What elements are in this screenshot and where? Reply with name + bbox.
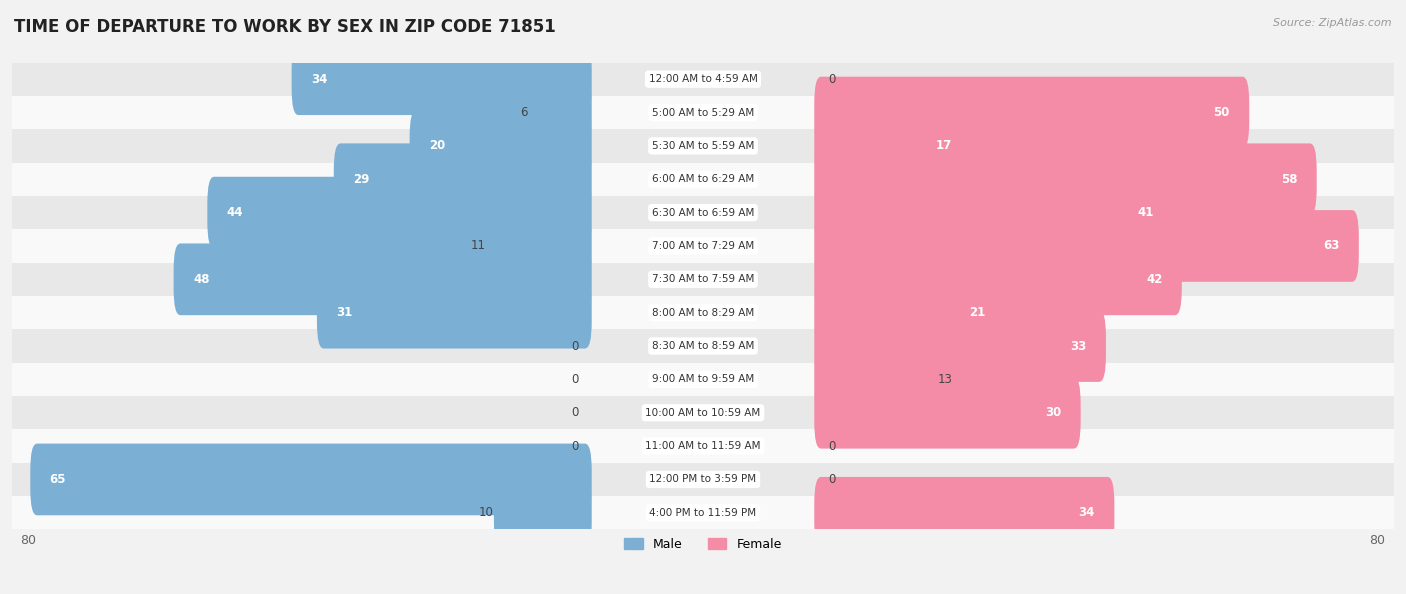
Text: 65: 65 <box>49 473 66 486</box>
Text: 21: 21 <box>969 306 986 319</box>
Text: 5:00 AM to 5:29 AM: 5:00 AM to 5:29 AM <box>652 108 754 118</box>
Text: 0: 0 <box>571 406 578 419</box>
Bar <box>11 363 1395 396</box>
Text: 6:00 AM to 6:29 AM: 6:00 AM to 6:29 AM <box>652 174 754 184</box>
Bar <box>11 96 1395 129</box>
FancyBboxPatch shape <box>316 277 592 349</box>
FancyBboxPatch shape <box>814 477 1115 549</box>
Text: 44: 44 <box>226 206 243 219</box>
Text: 17: 17 <box>935 140 952 153</box>
Text: 42: 42 <box>1146 273 1163 286</box>
Text: 8:30 AM to 8:59 AM: 8:30 AM to 8:59 AM <box>652 341 754 351</box>
Text: 0: 0 <box>828 473 835 486</box>
FancyBboxPatch shape <box>814 244 1182 315</box>
Text: 13: 13 <box>938 373 952 386</box>
Bar <box>11 463 1395 496</box>
Bar <box>11 163 1395 196</box>
Text: 33: 33 <box>1070 340 1087 352</box>
Bar <box>11 329 1395 363</box>
FancyBboxPatch shape <box>207 177 592 248</box>
Text: TIME OF DEPARTURE TO WORK BY SEX IN ZIP CODE 71851: TIME OF DEPARTURE TO WORK BY SEX IN ZIP … <box>14 18 555 36</box>
Text: 12:00 PM to 3:59 PM: 12:00 PM to 3:59 PM <box>650 475 756 485</box>
FancyBboxPatch shape <box>173 244 592 315</box>
Legend: Male, Female: Male, Female <box>619 533 787 556</box>
Text: 7:00 AM to 7:29 AM: 7:00 AM to 7:29 AM <box>652 241 754 251</box>
Text: 63: 63 <box>1323 239 1340 252</box>
Text: 0: 0 <box>571 440 578 453</box>
Text: 7:30 AM to 7:59 AM: 7:30 AM to 7:59 AM <box>652 274 754 285</box>
Text: 10: 10 <box>479 506 494 519</box>
FancyBboxPatch shape <box>814 210 1358 282</box>
Text: 20: 20 <box>429 140 446 153</box>
Text: 11: 11 <box>471 239 485 252</box>
Bar <box>11 429 1395 463</box>
Text: 48: 48 <box>193 273 209 286</box>
Bar <box>11 62 1395 96</box>
Text: 0: 0 <box>571 340 578 352</box>
FancyBboxPatch shape <box>814 377 1081 448</box>
FancyBboxPatch shape <box>814 77 1250 148</box>
FancyBboxPatch shape <box>814 310 1107 382</box>
Text: 6: 6 <box>520 106 527 119</box>
Text: 41: 41 <box>1137 206 1154 219</box>
Text: 0: 0 <box>828 72 835 86</box>
Text: 30: 30 <box>1045 406 1062 419</box>
FancyBboxPatch shape <box>814 177 1174 248</box>
FancyBboxPatch shape <box>333 143 592 215</box>
Text: 10:00 AM to 10:59 AM: 10:00 AM to 10:59 AM <box>645 407 761 418</box>
Text: 34: 34 <box>311 72 328 86</box>
Text: 9:00 AM to 9:59 AM: 9:00 AM to 9:59 AM <box>652 374 754 384</box>
Text: 34: 34 <box>1078 506 1095 519</box>
FancyBboxPatch shape <box>409 110 592 182</box>
Bar <box>11 296 1395 329</box>
FancyBboxPatch shape <box>31 444 592 516</box>
Text: 0: 0 <box>828 440 835 453</box>
Bar <box>11 129 1395 163</box>
Bar <box>11 396 1395 429</box>
Bar <box>11 196 1395 229</box>
Text: 50: 50 <box>1213 106 1230 119</box>
FancyBboxPatch shape <box>485 210 592 282</box>
Text: 0: 0 <box>571 373 578 386</box>
FancyBboxPatch shape <box>814 110 972 182</box>
FancyBboxPatch shape <box>291 43 592 115</box>
Text: 29: 29 <box>353 173 370 186</box>
Text: 4:00 PM to 11:59 PM: 4:00 PM to 11:59 PM <box>650 508 756 518</box>
Text: 58: 58 <box>1281 173 1298 186</box>
Bar <box>11 496 1395 529</box>
FancyBboxPatch shape <box>494 477 592 549</box>
Text: 12:00 AM to 4:59 AM: 12:00 AM to 4:59 AM <box>648 74 758 84</box>
Bar <box>11 263 1395 296</box>
Text: 8:00 AM to 8:29 AM: 8:00 AM to 8:29 AM <box>652 308 754 318</box>
FancyBboxPatch shape <box>814 343 938 415</box>
Text: 5:30 AM to 5:59 AM: 5:30 AM to 5:59 AM <box>652 141 754 151</box>
FancyBboxPatch shape <box>527 77 592 148</box>
Text: 6:30 AM to 6:59 AM: 6:30 AM to 6:59 AM <box>652 208 754 217</box>
Text: 31: 31 <box>336 306 353 319</box>
Bar <box>11 229 1395 263</box>
FancyBboxPatch shape <box>814 143 1316 215</box>
Text: Source: ZipAtlas.com: Source: ZipAtlas.com <box>1274 18 1392 28</box>
Text: 11:00 AM to 11:59 AM: 11:00 AM to 11:59 AM <box>645 441 761 451</box>
FancyBboxPatch shape <box>814 277 1005 349</box>
